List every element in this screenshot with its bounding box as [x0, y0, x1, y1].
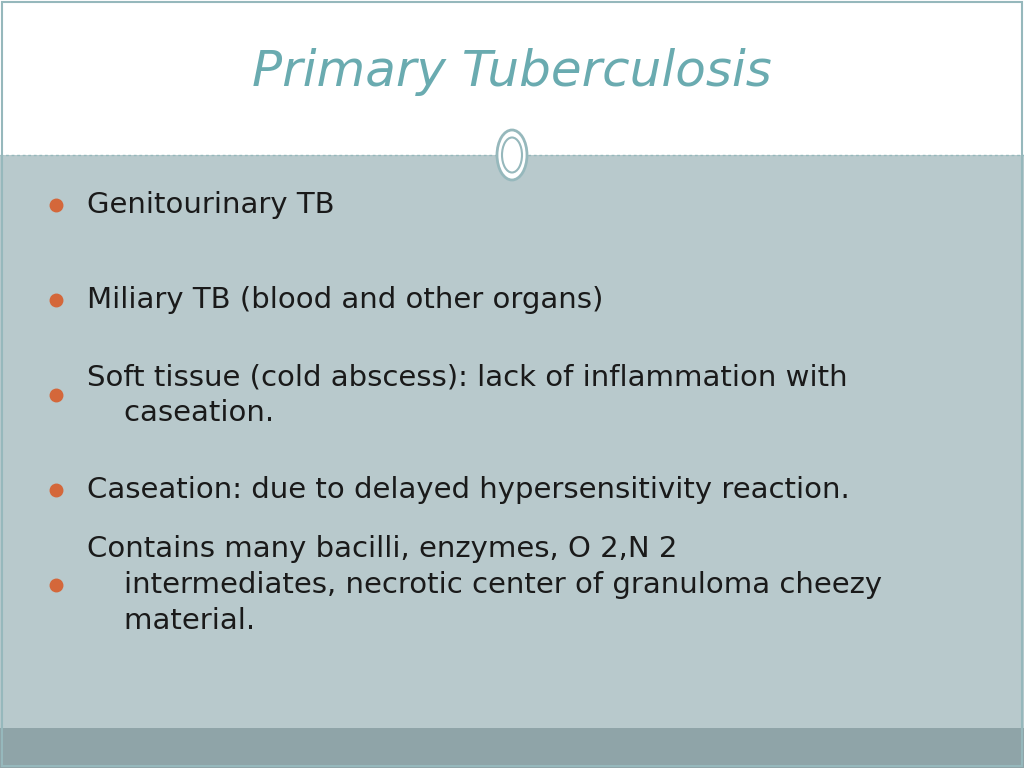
Bar: [0, 728, 1024, 768]
Text: Primary Tuberculosis: Primary Tuberculosis: [252, 48, 772, 97]
Text: Caseation: due to delayed hypersensitivity reaction.: Caseation: due to delayed hypersensitivi…: [87, 476, 850, 504]
Text: Contains many bacilli, enzymes, O 2,N 2
    intermediates, necrotic center of gr: Contains many bacilli, enzymes, O 2,N 2 …: [87, 535, 882, 634]
Text: Soft tissue (cold abscess): lack of inflammation with
    caseation.: Soft tissue (cold abscess): lack of infl…: [87, 363, 848, 427]
Bar: [0, 0, 1024, 155]
Bar: [0, 155, 1024, 728]
Ellipse shape: [502, 137, 522, 173]
Ellipse shape: [497, 130, 527, 180]
Text: Genitourinary TB: Genitourinary TB: [87, 191, 335, 219]
Text: Miliary TB (blood and other organs): Miliary TB (blood and other organs): [87, 286, 603, 314]
